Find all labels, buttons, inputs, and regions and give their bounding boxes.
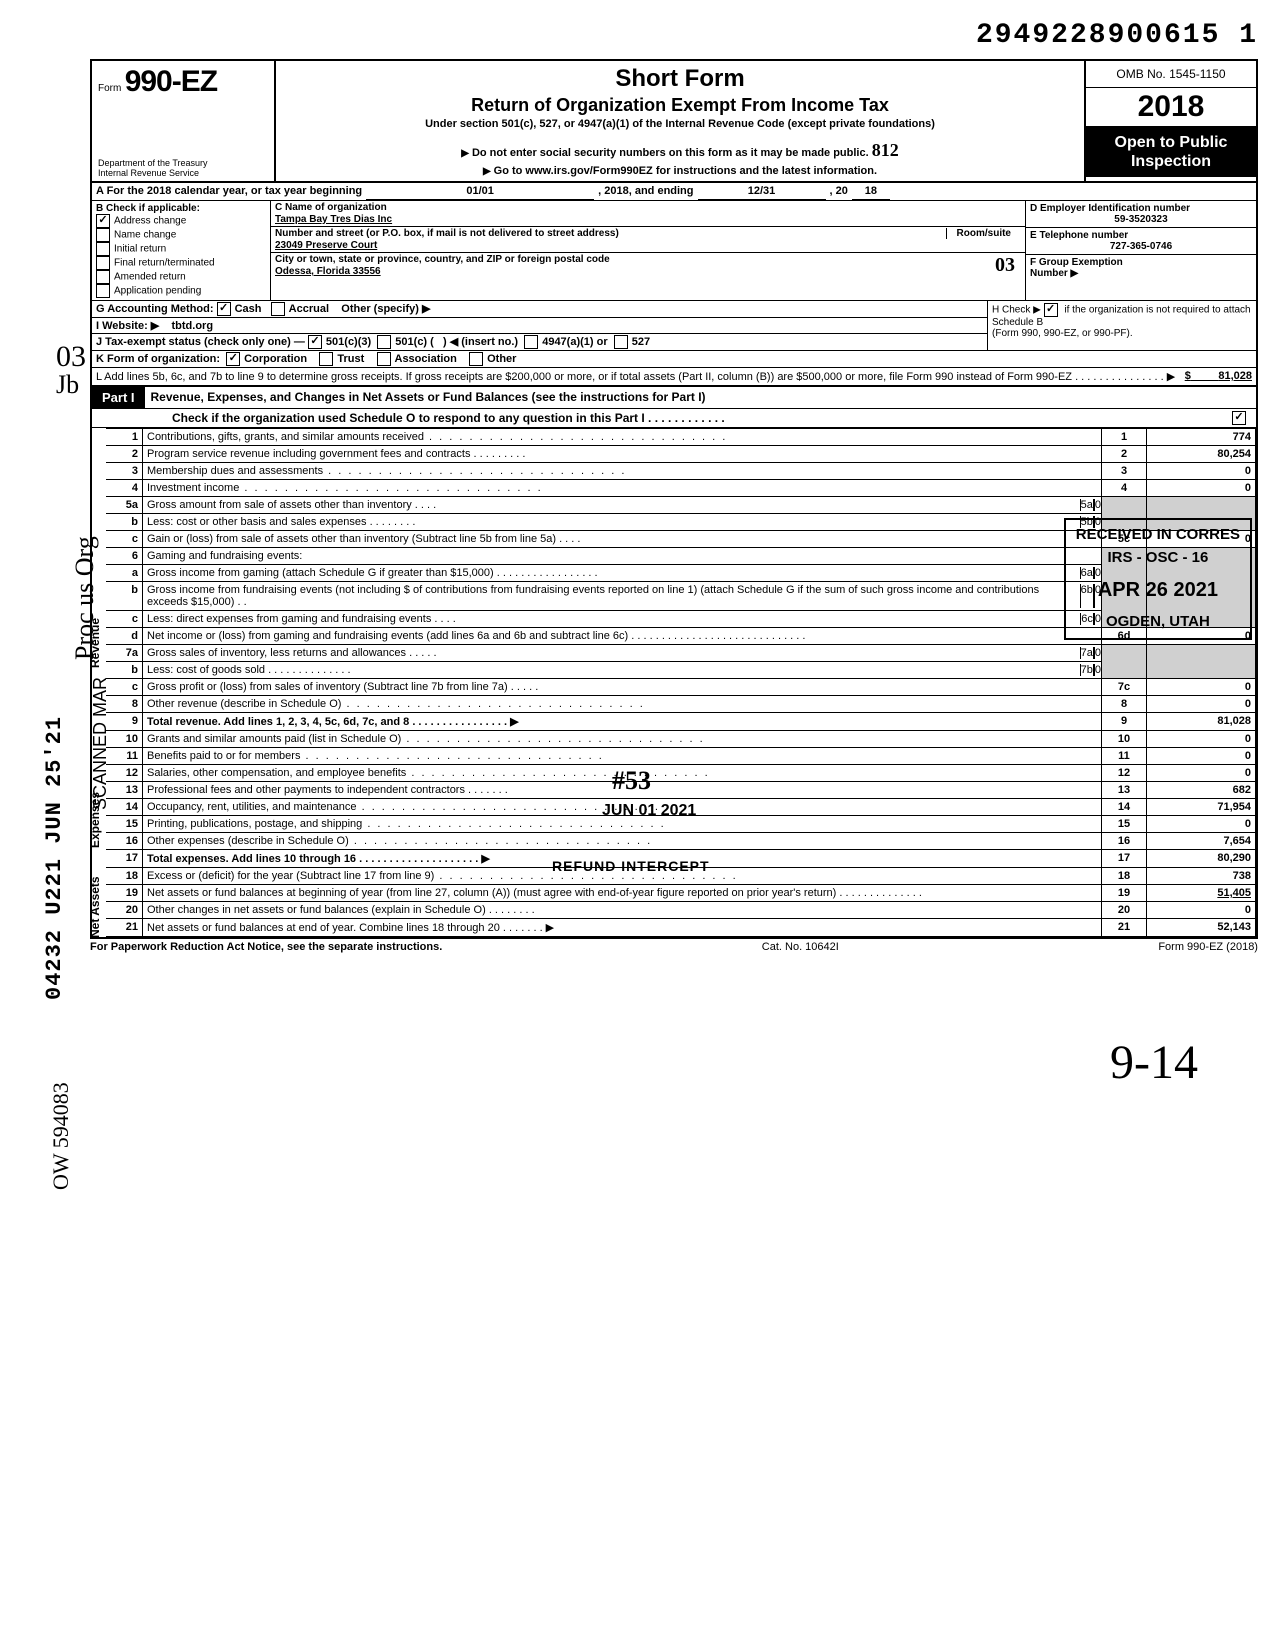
ein-value[interactable]: 59-3520323 <box>1030 214 1252 225</box>
checkbox-501c[interactable] <box>377 335 391 349</box>
line-21: 21Net assets or fund balances at end of … <box>106 919 1256 937</box>
line-3: 3Membership dues and assessments30 <box>106 463 1256 480</box>
form-under-section: Under section 501(c), 527, or 4947(a)(1)… <box>282 118 1078 130</box>
form-number: 990-EZ <box>125 65 217 98</box>
section-d-e-f: D Employer Identification number 59-3520… <box>1026 201 1256 300</box>
part-1-schedule-o-check: Check if the organization used Schedule … <box>92 409 1256 428</box>
checkbox-trust[interactable] <box>319 352 333 366</box>
tax-year-end-yy[interactable]: 18 <box>852 183 890 200</box>
handwritten-03-inline: 03 <box>995 254 1015 277</box>
checkbox-name-change[interactable] <box>96 228 110 242</box>
line-8: 8Other revenue (describe in Schedule O)8… <box>106 696 1256 713</box>
org-street[interactable]: 23049 Preserve Court <box>271 240 1025 252</box>
checkbox-527[interactable] <box>614 335 628 349</box>
checkbox-corporation[interactable] <box>226 352 240 366</box>
tax-year-end[interactable]: 12/31 <box>698 183 826 200</box>
checkbox-amended-return[interactable] <box>96 270 110 284</box>
stamp-jun01: JUN 01 2021 <box>602 802 696 820</box>
form-ssn-note: Do not enter social security numbers on … <box>282 140 1078 161</box>
row-l-gross-receipts: L Add lines 5b, 6c, and 7b to line 9 to … <box>92 368 1256 387</box>
checkbox-other-org[interactable] <box>469 352 483 366</box>
line-10: 10Grants and similar amounts paid (list … <box>106 731 1256 748</box>
part-1-header: Part I Revenue, Expenses, and Changes in… <box>92 387 1256 409</box>
omb-number: OMB No. 1545-1150 <box>1086 61 1256 88</box>
line-7c: cGross profit or (loss) from sales of in… <box>106 679 1256 696</box>
checkbox-4947a1[interactable] <box>524 335 538 349</box>
form-title: Short Form <box>282 65 1078 93</box>
checkbox-application-pending[interactable] <box>96 284 110 298</box>
section-c-name-address: C Name of organization Tampa Bay Tres Di… <box>271 201 1026 300</box>
margin-scan-stamp: 04232 U221 JUN 25'21 <box>42 716 67 1000</box>
tax-year-begin[interactable]: 01/01 <box>366 183 594 200</box>
side-label-expenses: Expenses <box>88 792 102 848</box>
form-header: Form 990-EZ Department of the Treasury I… <box>92 61 1256 183</box>
line-1: 1Contributions, gifts, grants, and simil… <box>106 429 1256 446</box>
checkbox-501c3[interactable] <box>308 335 322 349</box>
line-4: 4Investment income40 <box>106 480 1256 497</box>
checkbox-schedule-b[interactable] <box>1044 303 1058 317</box>
form-subtitle: Return of Organization Exempt From Incom… <box>282 95 1078 116</box>
signature-handwriting: 9-14 <box>30 1035 1198 1090</box>
side-label-revenue: Revenue <box>88 618 102 668</box>
margin-handwriting-jb: Jb <box>56 370 79 400</box>
line-20: 20Other changes in net assets or fund ba… <box>106 902 1256 919</box>
margin-handwriting-bottom: OW 594083 <box>48 1082 74 1190</box>
dept-irs: Internal Revenue Service <box>98 169 268 179</box>
stamp-refund: REFUND INTERCEPT <box>552 858 710 874</box>
line-2: 2Program service revenue including gover… <box>106 446 1256 463</box>
row-h-schedule-b: H Check ▶ if the organization is not req… <box>987 301 1256 350</box>
line-16: 16Other expenses (describe in Schedule O… <box>106 833 1256 850</box>
tax-year: 2018 <box>1086 88 1256 127</box>
margin-handwriting-03: 03 <box>56 340 86 374</box>
line-13: 13Professional fees and other payments t… <box>106 782 1256 799</box>
line-12: 12Salaries, other compensation, and empl… <box>106 765 1256 782</box>
form-url-note: Go to www.irs.gov/Form990EZ for instruct… <box>282 165 1078 177</box>
row-g-accounting: G Accounting Method: Cash Accrual Other … <box>96 302 983 316</box>
row-i-website: I Website: ▶ tbtd.org <box>96 319 983 332</box>
handwritten-812: 812 <box>872 140 899 160</box>
side-label-netassets: Net Assets <box>88 877 102 939</box>
received-stamp: RECEIVED IN CORRES IRS - OSC - 16 APR 26… <box>1064 518 1252 640</box>
line-9: 9Total revenue. Add lines 1, 2, 3, 4, 5c… <box>106 713 1256 731</box>
stamp-hash53: #53 <box>612 766 651 796</box>
page-footer: For Paperwork Reduction Act Notice, see … <box>90 939 1258 955</box>
line-7a: 7aGross sales of inventory, less returns… <box>106 645 1256 662</box>
line-5a: 5aGross amount from sale of assets other… <box>106 497 1256 514</box>
org-name[interactable]: Tampa Bay Tres Dias Inc <box>271 214 1025 226</box>
telephone-value[interactable]: 727-365-0746 <box>1030 241 1252 252</box>
checkbox-final-return[interactable] <box>96 256 110 270</box>
line-19: 19Net assets or fund balances at beginni… <box>106 885 1256 902</box>
line-l-amount: 81,028 <box>1218 370 1252 382</box>
line-7b: bLess: cost of goods sold . . . . . . . … <box>106 662 1256 679</box>
website-value[interactable]: tbtd.org <box>172 320 214 332</box>
checkbox-accrual[interactable] <box>271 302 285 316</box>
line-11: 11Benefits paid to or for members110 <box>106 748 1256 765</box>
org-city[interactable]: Odessa, Florida 33556 <box>271 266 1025 278</box>
checkbox-address-change[interactable] <box>96 214 110 228</box>
form-prefix: Form <box>98 83 121 94</box>
row-a-tax-year: A For the 2018 calendar year, or tax yea… <box>92 183 1256 201</box>
document-locator-number: 2949228900615 1 <box>30 20 1258 51</box>
checkbox-initial-return[interactable] <box>96 242 110 256</box>
row-k-form-org: K Form of organization: Corporation Trus… <box>92 351 1256 368</box>
section-b-checkboxes: B Check if applicable: Address change Na… <box>92 201 271 300</box>
row-j-tax-exempt: J Tax-exempt status (check only one) — 5… <box>96 335 983 349</box>
checkbox-schedule-o[interactable] <box>1232 411 1246 425</box>
checkbox-association[interactable] <box>377 352 391 366</box>
checkbox-cash[interactable] <box>217 302 231 316</box>
open-to-public-badge: Open to Public Inspection <box>1086 127 1256 177</box>
